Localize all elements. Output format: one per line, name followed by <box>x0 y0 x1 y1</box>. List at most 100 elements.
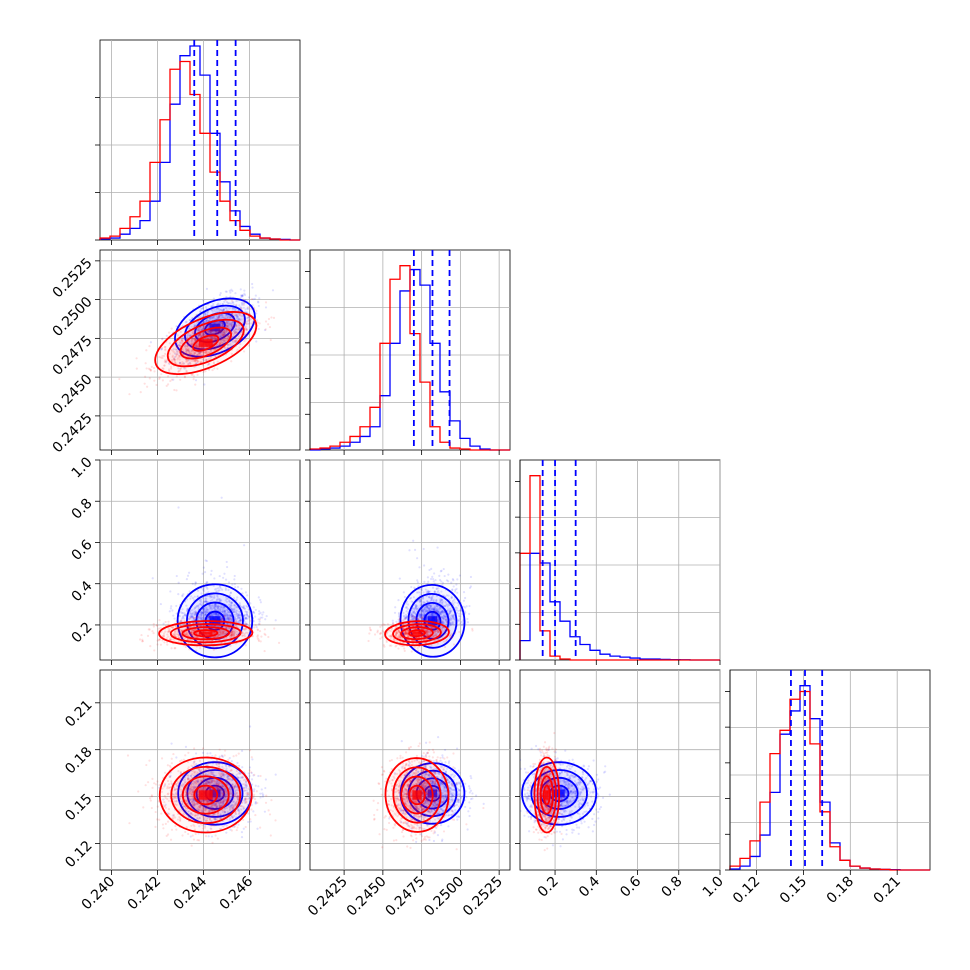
scatter-point <box>213 603 217 606</box>
scatter-point <box>168 342 171 345</box>
scatter-point <box>224 632 227 635</box>
scatter-point <box>238 616 241 620</box>
scatter-point <box>229 591 232 595</box>
scatter-point <box>180 339 183 342</box>
scatter-point <box>244 591 248 594</box>
scatter-point <box>163 345 166 349</box>
scatter-point <box>204 333 207 336</box>
scatter-point <box>188 334 192 337</box>
scatter-point <box>224 290 227 293</box>
scatter-point <box>198 603 201 606</box>
scatter-point <box>171 626 174 629</box>
scatter-point <box>458 574 461 577</box>
scatter-point <box>221 309 224 312</box>
scatter-point <box>215 587 218 590</box>
scatter-point <box>219 317 223 320</box>
scatter-point <box>190 634 194 637</box>
scatter-point <box>214 604 217 608</box>
scatter-point <box>203 613 206 617</box>
scatter-point <box>202 299 205 302</box>
scatter-point <box>443 574 446 578</box>
scatter-point <box>236 605 239 609</box>
scatter-point <box>442 567 445 571</box>
scatter-point <box>233 329 236 332</box>
scatter-point <box>196 327 199 330</box>
scatter-point <box>227 323 231 327</box>
scatter-content <box>118 282 276 396</box>
scatter-point <box>226 316 230 319</box>
scatter-point <box>214 605 218 608</box>
scatter-point <box>193 323 196 326</box>
scatter-point <box>214 348 217 351</box>
scatter-point <box>204 610 207 614</box>
scatter-point <box>167 368 171 371</box>
scatter-point <box>190 631 193 634</box>
scatter-point <box>187 349 190 352</box>
scatter-point <box>175 345 179 348</box>
scatter-point <box>194 612 197 615</box>
scatter-point <box>219 340 222 344</box>
scatter-point <box>220 329 223 333</box>
scatter-point <box>188 616 192 619</box>
scatter-point <box>179 344 182 347</box>
scatter-point <box>228 599 231 602</box>
scatter-point <box>412 539 415 542</box>
scatter-point <box>226 302 230 305</box>
scatter-point <box>226 614 229 617</box>
scatter-point <box>193 635 197 639</box>
scatter-point <box>160 348 163 351</box>
scatter-point <box>226 325 230 329</box>
scatter-point <box>173 351 176 354</box>
scatter-point <box>225 597 228 601</box>
scatter-point <box>422 547 425 551</box>
scatter-point <box>202 334 205 337</box>
scatter-point <box>221 334 225 337</box>
scatter-point <box>253 611 256 615</box>
scatter-point <box>202 611 205 615</box>
scatter-point <box>207 330 210 334</box>
scatter-point <box>216 316 219 319</box>
scatter-point <box>207 617 210 620</box>
scatter-point <box>164 620 167 624</box>
scatter-point <box>181 336 185 339</box>
scatter-point <box>213 577 216 580</box>
scatter-point <box>185 336 188 340</box>
scatter-point <box>258 612 261 616</box>
scatter-point <box>263 649 266 653</box>
scatter-point <box>232 301 235 304</box>
scatter-point <box>230 604 233 607</box>
scatter-point <box>197 606 200 610</box>
scatter-point <box>187 349 191 353</box>
scatter-point <box>147 367 151 370</box>
scatter-point <box>214 628 218 631</box>
histogram-red <box>729 690 930 871</box>
scatter-point <box>164 345 167 349</box>
scatter-point <box>243 607 246 610</box>
scatter-point <box>211 336 214 339</box>
scatter-point <box>183 614 186 617</box>
scatter-point <box>179 369 182 372</box>
scatter-point <box>408 549 411 552</box>
scatter-point <box>226 615 229 618</box>
scatter-point <box>215 646 219 649</box>
scatter-point <box>203 320 206 324</box>
scatter-point <box>229 306 232 309</box>
scatter-point <box>220 308 223 311</box>
scatter-point <box>259 598 262 602</box>
scatter-point <box>176 353 179 356</box>
scatter-point <box>162 632 166 635</box>
scatter-point <box>139 391 142 394</box>
scatter-point <box>194 610 197 613</box>
scatter-point <box>214 603 217 606</box>
scatter-point <box>198 352 201 355</box>
scatter-point <box>231 634 234 638</box>
scatter-point <box>224 306 227 310</box>
scatter-point <box>222 328 226 331</box>
scatter-point <box>193 616 196 620</box>
scatter-point <box>264 306 268 309</box>
scatter-point <box>177 370 180 373</box>
scatter-point <box>216 604 219 607</box>
scatter-point <box>238 317 241 320</box>
scatter-point <box>225 314 228 317</box>
scatter-point <box>237 614 240 617</box>
